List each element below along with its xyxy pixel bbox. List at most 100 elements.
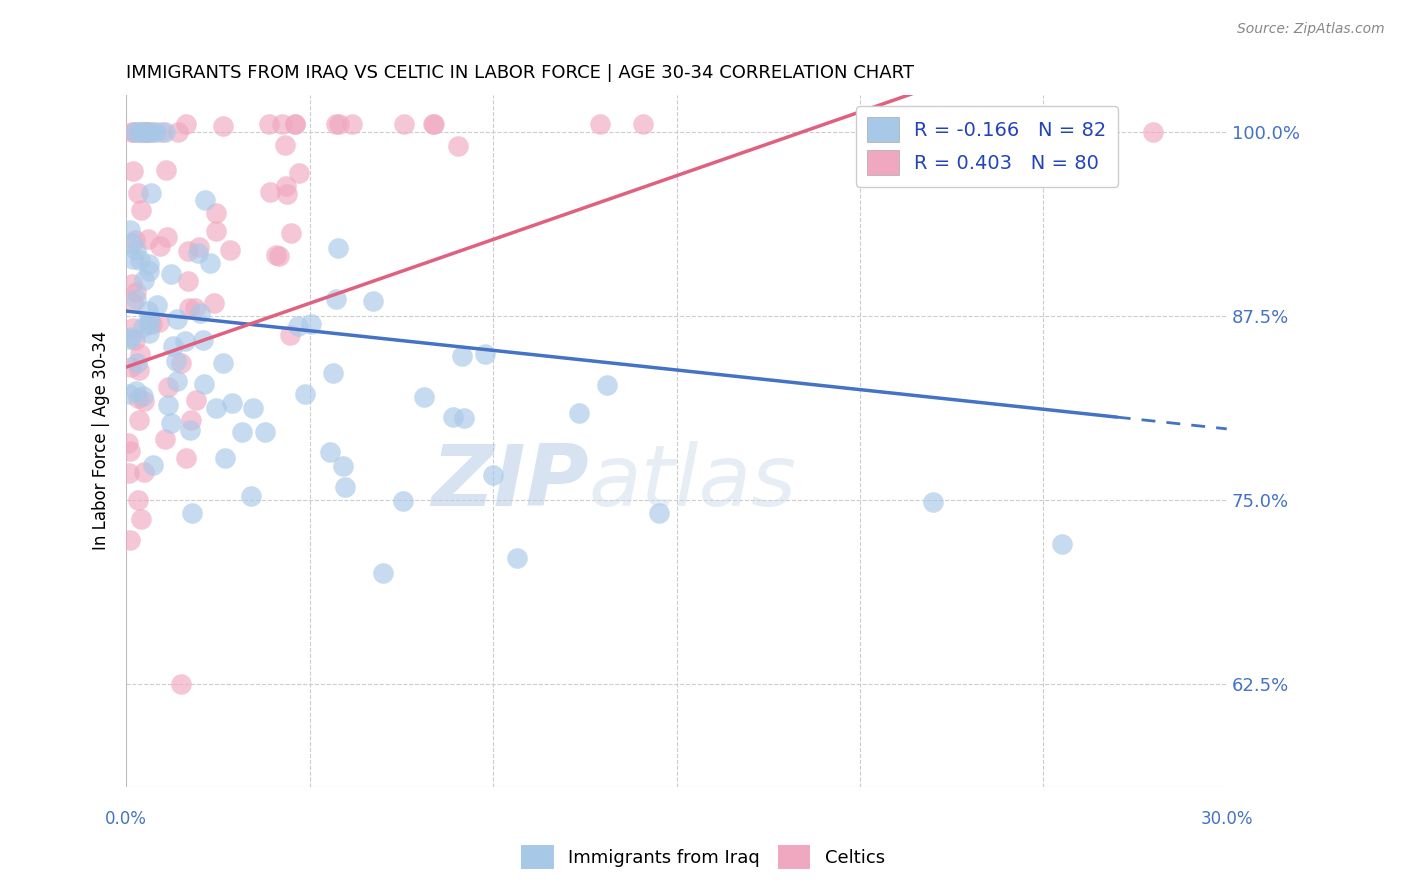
Point [221,396,243,410]
Point [136,318,159,332]
Point [141,186,163,200]
Point [149,239,172,253]
Point [141,124,163,138]
Point [136,304,159,318]
Point [141,317,163,331]
Point [270,117,292,131]
Point [284,117,307,131]
Point [121,236,143,251]
Point [177,244,200,259]
Point [200,256,222,270]
Point [267,249,290,263]
Text: atlas: atlas [589,441,796,524]
Text: Source: ZipAtlas.com: Source: ZipAtlas.com [1237,22,1385,37]
Point [361,294,384,309]
Point [187,245,209,260]
Point [568,406,591,420]
Point [135,124,157,138]
Point [128,413,150,427]
Point [328,117,350,131]
Point [264,247,287,261]
Point [121,124,143,138]
Text: IMMIGRANTS FROM IRAQ VS CELTIC IN LABOR FORCE | AGE 30-34 CORRELATION CHART: IMMIGRANTS FROM IRAQ VS CELTIC IN LABOR … [127,64,914,82]
Point [276,187,298,202]
Point [135,124,157,138]
Point [453,411,475,425]
Point [177,274,200,288]
Point [257,117,280,131]
Point [135,124,157,138]
Point [160,416,183,430]
Point [211,119,233,133]
Text: 30.0%: 30.0% [1201,810,1253,828]
Point [125,292,148,306]
Point [280,226,302,240]
Point [125,285,148,299]
Legend: R = -0.166   N = 82, R = 0.403   N = 80: R = -0.166 N = 82, R = 0.403 N = 80 [856,106,1118,187]
Point [134,393,156,408]
Point [128,363,150,377]
Point [188,306,211,320]
Point [138,263,160,277]
Point [142,458,165,472]
Point [340,117,363,131]
Point [371,566,394,581]
Point [128,253,150,268]
Point [136,232,159,246]
Point [179,423,201,437]
Point [447,139,470,153]
Point [240,489,263,503]
Point [166,374,188,388]
Point [127,392,149,406]
Point [125,384,148,398]
Point [177,301,200,316]
Point [134,273,156,287]
Point [412,390,434,404]
Point [139,313,162,327]
Point [589,117,612,131]
Point [117,436,139,450]
Point [253,425,276,440]
Point [180,413,202,427]
Point [174,450,197,465]
Point [242,401,264,416]
Point [284,117,307,131]
Point [287,318,309,333]
Point [127,355,149,369]
Point [319,445,342,459]
Point [118,332,141,346]
Point [129,512,152,526]
Point [157,380,180,394]
Point [139,124,162,138]
Point [159,267,181,281]
Point [482,467,505,482]
Point [194,194,217,208]
Point [150,124,173,138]
Point [288,166,311,180]
Point [631,117,654,131]
Point [173,334,195,349]
Point [506,551,529,566]
Point [441,410,464,425]
Point [231,425,253,439]
Point [120,330,142,344]
Point [118,387,141,401]
Point [184,393,207,408]
Point [391,494,413,508]
Point [450,349,472,363]
Point [138,326,160,340]
Point [127,493,149,508]
Point [118,466,141,480]
Point [193,376,215,391]
Point [174,117,197,131]
Point [1142,124,1164,138]
Legend: Immigrants from Iraq, Celtics: Immigrants from Iraq, Celtics [513,838,893,876]
Point [155,162,177,177]
Point [122,164,145,178]
Point [392,117,415,131]
Point [128,124,150,138]
Text: ZIP: ZIP [430,441,589,524]
Point [146,298,169,312]
Point [135,124,157,138]
Point [332,458,354,473]
